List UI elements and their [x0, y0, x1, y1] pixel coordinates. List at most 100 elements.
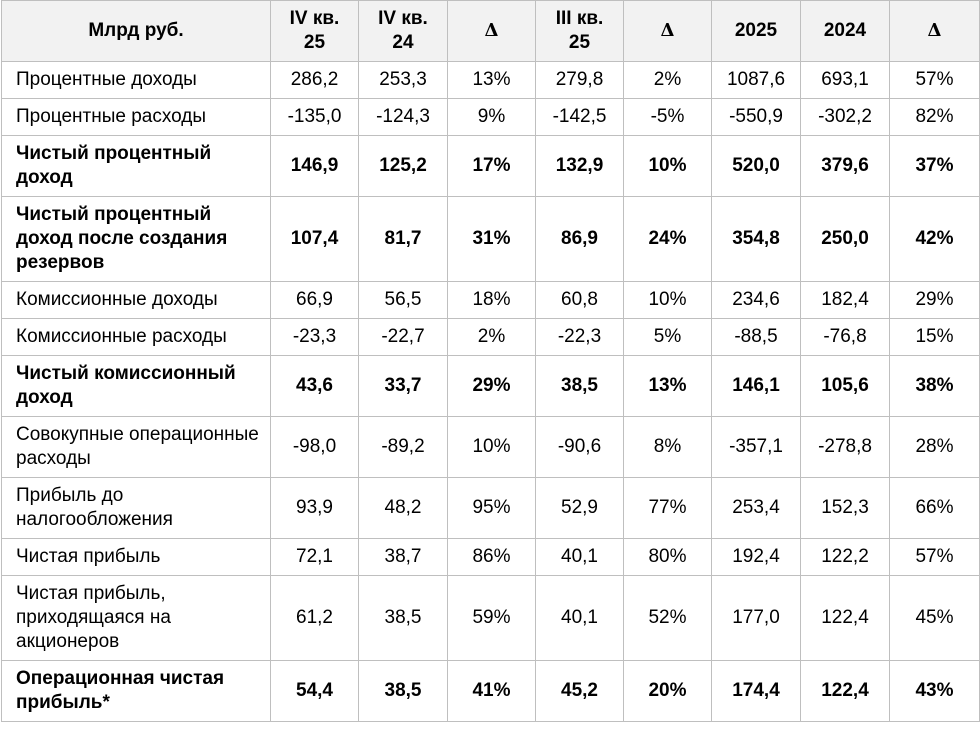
value-cell: 41%	[447, 660, 536, 722]
header-text: Млрд руб.	[88, 20, 184, 41]
row-label: Процентные расходы	[1, 98, 271, 136]
header-text: 25	[568, 32, 591, 53]
value-cell: -22,3	[535, 318, 624, 356]
table-row: Совокупные операционные расходы -98,0 -89,…	[1, 416, 980, 478]
value-cell: 693,1	[800, 61, 890, 99]
row-label: Чистый процентный доход	[1, 135, 271, 197]
value-cell: 8%	[623, 416, 712, 478]
value-cell: 38,5	[535, 355, 624, 417]
header-row: Млрд руб. IV кв. 25 IV кв. 24 Δ III кв. 25 …	[1, 0, 980, 62]
value-cell: 182,4	[800, 281, 890, 319]
table-row: Чистая прибыль, приходящаяся на акционер…	[1, 575, 980, 661]
value-cell: -278,8	[800, 416, 890, 478]
value-cell: -357,1	[711, 416, 801, 478]
value-cell: 48,2	[358, 477, 448, 539]
row-label: Чистый процентный доход после создания р…	[1, 196, 271, 282]
value-cell: 28%	[889, 416, 980, 478]
value-cell: 20%	[623, 660, 712, 722]
header-text: 2024	[823, 20, 867, 41]
value-cell: 253,3	[358, 61, 448, 99]
value-cell: 105,6	[800, 355, 890, 417]
value-cell: 77%	[623, 477, 712, 539]
value-cell: 152,3	[800, 477, 890, 539]
value-cell: 60,8	[535, 281, 624, 319]
header-text: 24	[392, 32, 414, 53]
value-cell: 234,6	[711, 281, 801, 319]
value-cell: 250,0	[800, 196, 890, 282]
value-cell: 81,7	[358, 196, 448, 282]
header-text: Δ	[927, 20, 942, 41]
value-cell: 379,6	[800, 135, 890, 197]
value-cell: 5%	[623, 318, 712, 356]
value-cell: 86,9	[535, 196, 624, 282]
value-cell: 177,0	[711, 575, 801, 661]
value-cell: 17%	[447, 135, 536, 197]
table-body: Процентные доходы 286,2 253,3 13% 279,8 2% 108…	[1, 61, 980, 722]
value-cell: 95%	[447, 477, 536, 539]
value-cell: 57%	[889, 538, 980, 576]
value-cell: 10%	[447, 416, 536, 478]
value-cell: 107,4	[270, 196, 359, 282]
value-cell: 286,2	[270, 61, 359, 99]
row-label: Процентные доходы	[1, 61, 271, 99]
value-cell: 43%	[889, 660, 980, 722]
value-cell: 57%	[889, 61, 980, 99]
value-cell: 132,9	[535, 135, 624, 197]
row-label: Чистая прибыль	[1, 538, 271, 576]
value-cell: 40,1	[535, 538, 624, 576]
header-cell-2025: 2025	[711, 0, 801, 62]
value-cell: 45%	[889, 575, 980, 661]
value-cell: 86%	[447, 538, 536, 576]
value-cell: 56,5	[358, 281, 448, 319]
header-text: IV кв.	[289, 8, 340, 29]
value-cell: -90,6	[535, 416, 624, 478]
value-cell: 38,7	[358, 538, 448, 576]
value-cell: 29%	[889, 281, 980, 319]
header-text: 25	[303, 32, 326, 53]
table-row: Комиссионные доходы 66,9 56,5 18% 60,8 10% 234…	[1, 281, 980, 319]
value-cell: 37%	[889, 135, 980, 197]
value-cell: 80%	[623, 538, 712, 576]
row-label: Совокупные операционные расходы	[1, 416, 271, 478]
value-cell: -124,3	[358, 98, 448, 136]
value-cell: 29%	[447, 355, 536, 417]
value-cell: 72,1	[270, 538, 359, 576]
value-cell: 82%	[889, 98, 980, 136]
header-cell-delta-year: Δ	[889, 0, 980, 62]
value-cell: 33,7	[358, 355, 448, 417]
row-label: Комиссионные расходы	[1, 318, 271, 356]
value-cell: 24%	[623, 196, 712, 282]
value-cell: -89,2	[358, 416, 448, 478]
value-cell: 122,4	[800, 660, 890, 722]
value-cell: 192,4	[711, 538, 801, 576]
row-label: Операционная чистая прибыль*	[1, 660, 271, 722]
value-cell: 13%	[623, 355, 712, 417]
value-cell: 10%	[623, 135, 712, 197]
value-cell: 66%	[889, 477, 980, 539]
value-cell: -23,3	[270, 318, 359, 356]
value-cell: 93,9	[270, 477, 359, 539]
row-label: Чистый комиссионный доход	[1, 355, 271, 417]
value-cell: 31%	[447, 196, 536, 282]
value-cell: 38,5	[358, 660, 448, 722]
header-cell-q4-25: IV кв. 25	[270, 0, 359, 62]
value-cell: 1087,6	[711, 61, 801, 99]
value-cell: 52,9	[535, 477, 624, 539]
value-cell: -98,0	[270, 416, 359, 478]
header-cell-units: Млрд руб.	[1, 0, 271, 62]
value-cell: 52%	[623, 575, 712, 661]
row-label: Комиссионные доходы	[1, 281, 271, 319]
value-cell: 354,8	[711, 196, 801, 282]
value-cell: -135,0	[270, 98, 359, 136]
row-label: Прибыль до налогообложения	[1, 477, 271, 539]
value-cell: -5%	[623, 98, 712, 136]
value-cell: 146,9	[270, 135, 359, 197]
table-row: Процентные расходы -135,0 -124,3 9% -142,5 -5…	[1, 98, 980, 136]
value-cell: -550,9	[711, 98, 801, 136]
header-cell-q4-24: IV кв. 24	[358, 0, 448, 62]
value-cell: 146,1	[711, 355, 801, 417]
value-cell: -302,2	[800, 98, 890, 136]
value-cell: 520,0	[711, 135, 801, 197]
value-cell: 45,2	[535, 660, 624, 722]
